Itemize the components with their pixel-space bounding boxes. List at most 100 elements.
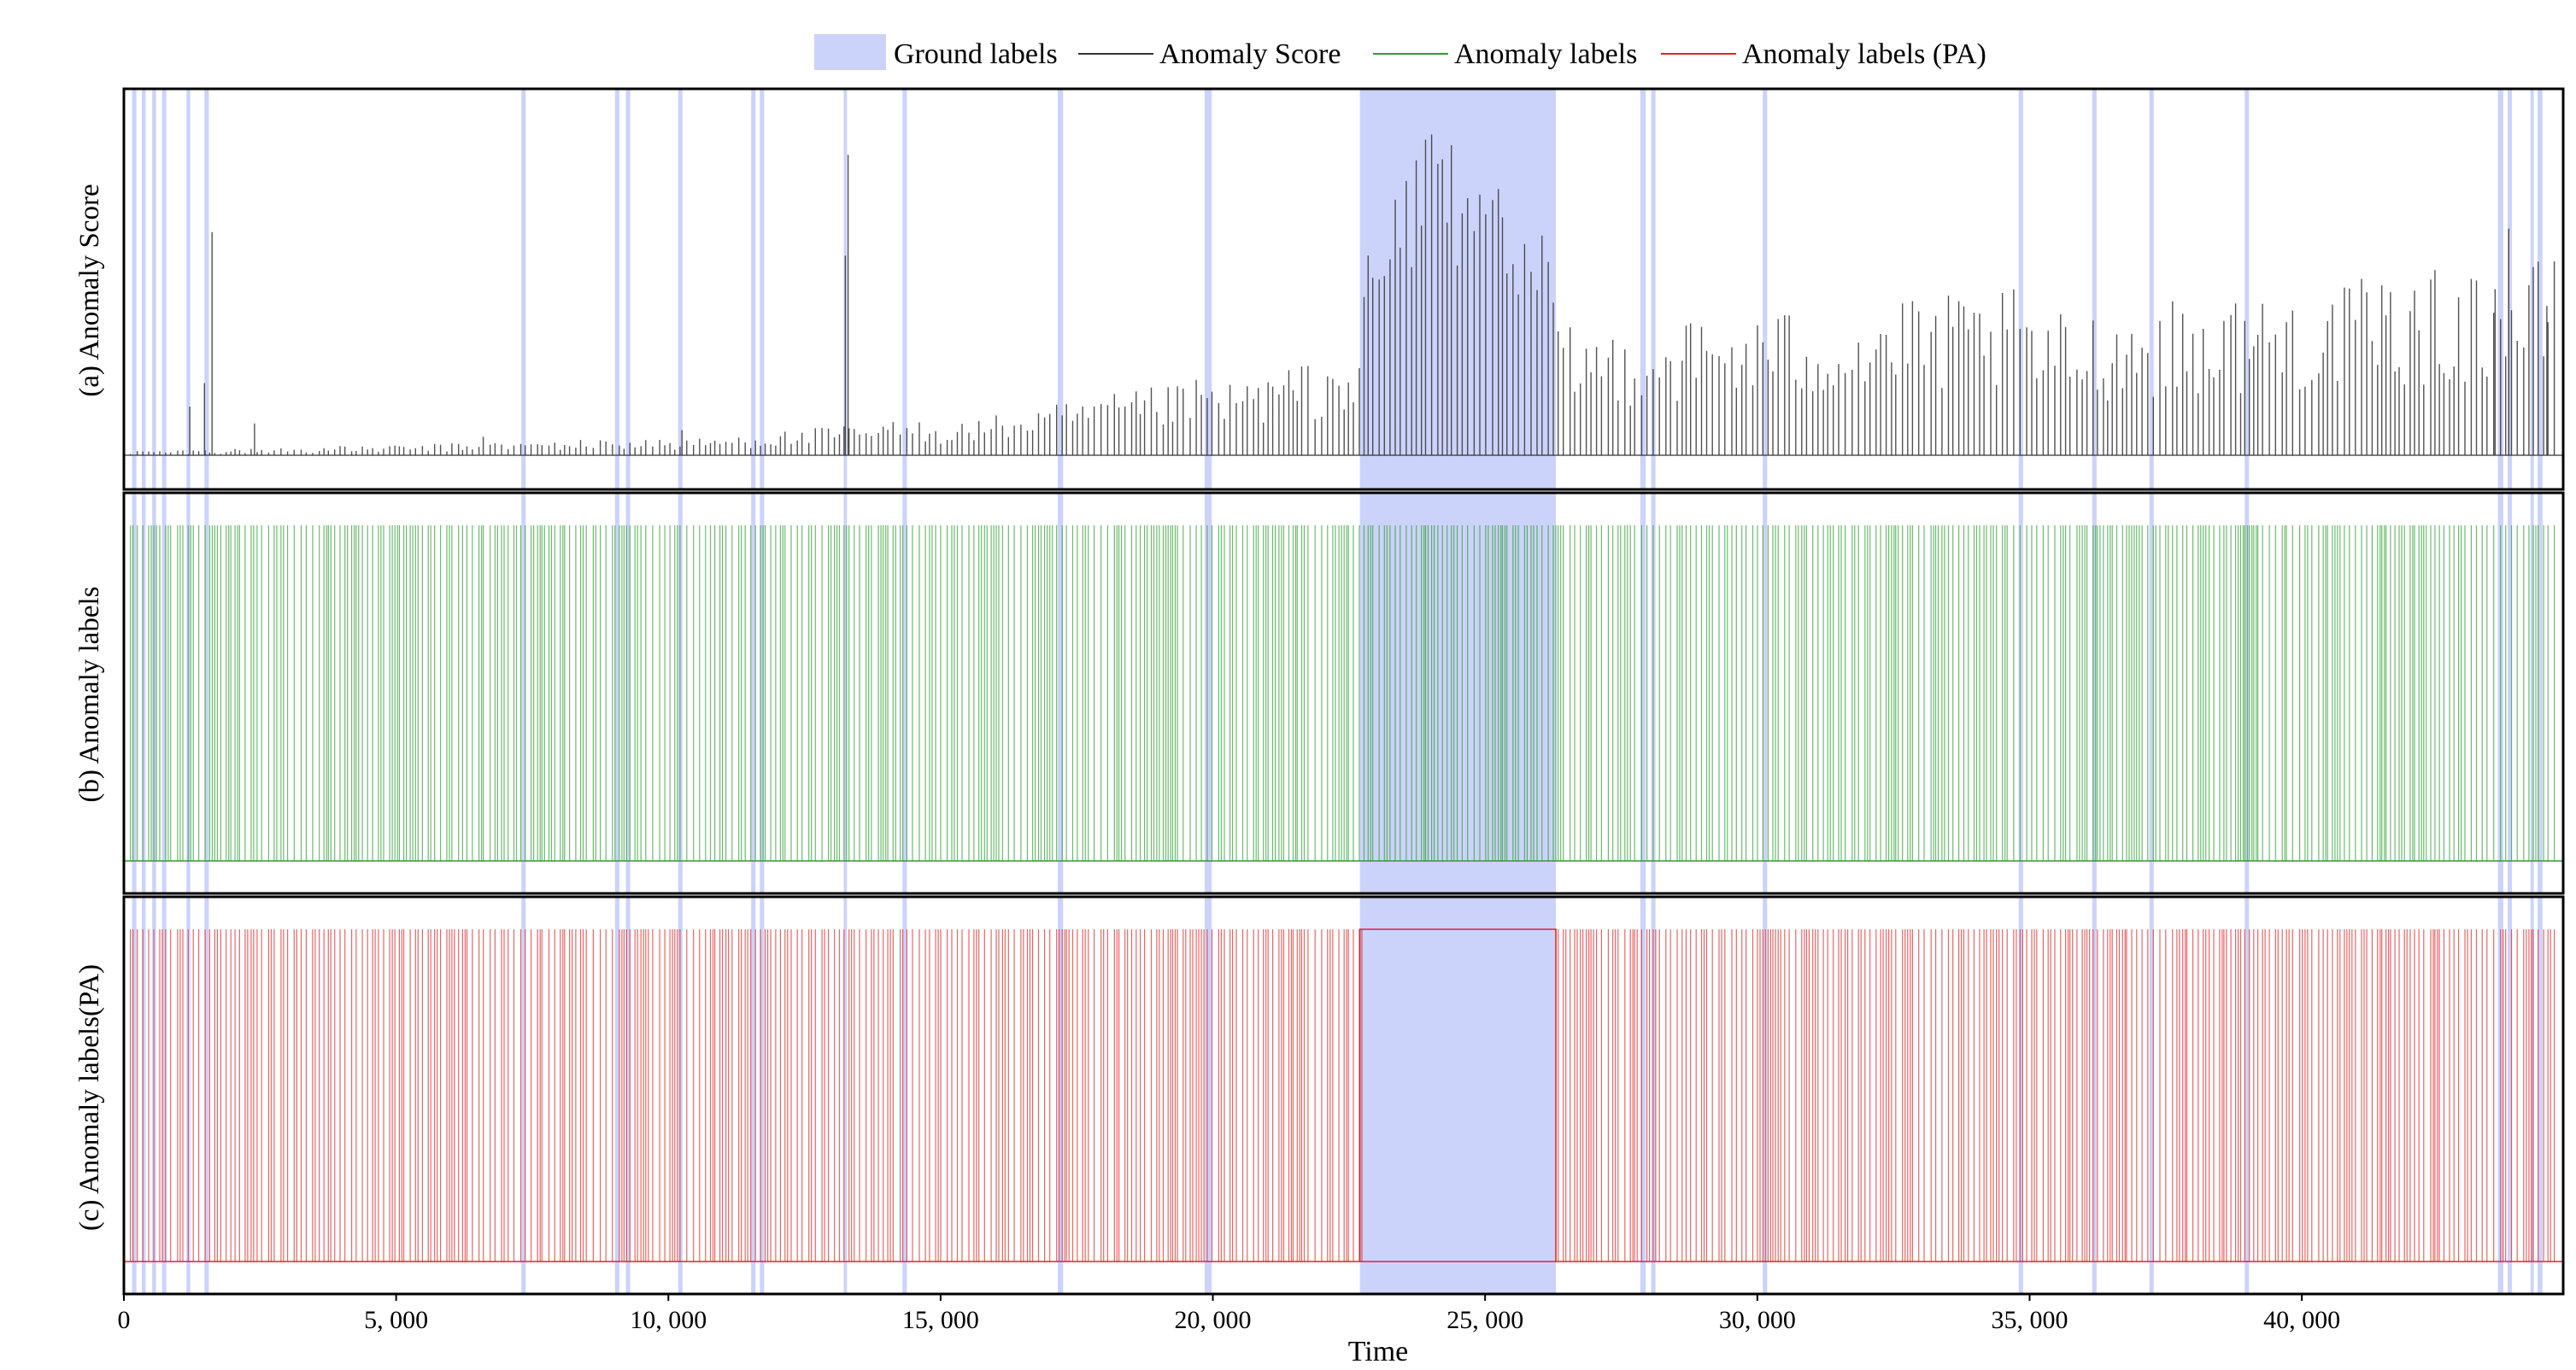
ground-label-region-11 (760, 493, 765, 893)
ground-label-region-27 (2538, 89, 2543, 489)
x-tick-label: 15, 000 (902, 1306, 979, 1334)
ground-label-region-10 (751, 493, 756, 893)
ground-label-region-22 (2149, 897, 2154, 1294)
ground-label-region-21 (2092, 493, 2097, 893)
ground-label-region-1 (142, 897, 146, 1294)
ground-label-region-7 (614, 493, 619, 893)
ground-label-region-22 (2149, 89, 2154, 489)
x-tick-label: 0 (118, 1306, 131, 1334)
x-tick-label: 40, 000 (2263, 1306, 2340, 1334)
ground-label-region-0 (132, 897, 137, 1294)
ground-label-region-16 (1359, 897, 1557, 1294)
ground-label-region-10 (751, 89, 756, 489)
score-series-line (129, 134, 2555, 455)
ground-label-region-12 (843, 897, 848, 1294)
ground-label-region-16 (1359, 493, 1557, 893)
ground-label-region-26 (2530, 897, 2534, 1294)
ground-label-region-20 (2018, 493, 2023, 893)
ground-label-region-5 (204, 493, 209, 893)
ground-label-region-8 (625, 897, 631, 1294)
ground-label-region-8 (625, 493, 631, 893)
x-tick-label: 30, 000 (1719, 1306, 1796, 1334)
ground-label-region-21 (2092, 89, 2097, 489)
ground-label-region-15 (1204, 897, 1212, 1294)
ground-label-region-24 (2497, 89, 2503, 489)
x-tick-label: 20, 000 (1175, 1306, 1252, 1334)
ground-label-region-9 (678, 89, 683, 489)
ground-label-region-3 (161, 493, 167, 893)
panel-frame-labels_pa (122, 895, 2565, 1296)
ground-label-region-15 (1204, 493, 1212, 893)
ground-label-region-3 (161, 897, 167, 1294)
ground-label-region-16 (1359, 89, 1557, 489)
ground-label-region-17 (1640, 89, 1646, 489)
ground-label-region-6 (521, 493, 526, 893)
ground-label-region-20 (2018, 897, 2023, 1294)
ground-label-region-8 (625, 89, 631, 489)
ground-label-region-0 (132, 493, 137, 893)
x-tick-label: 10, 000 (630, 1306, 707, 1334)
ground-label-region-23 (2244, 897, 2250, 1294)
ground-label-region-19 (1763, 89, 1768, 489)
ground-label-region-27 (2538, 897, 2543, 1294)
ground-label-region-14 (1057, 897, 1064, 1294)
ground-label-region-0 (132, 89, 137, 489)
ground-label-region-13 (902, 897, 907, 1294)
ground-label-region-7 (614, 897, 619, 1294)
legend: Ground labels Anomaly Score Anomaly labe… (814, 34, 1986, 70)
panel-anomaly-score (122, 87, 2565, 491)
panel-anomaly-labels-pa (122, 895, 2565, 1296)
x-axis-label: Time (1348, 1336, 1409, 1367)
ground-label-region-21 (2092, 897, 2097, 1294)
x-axis-ticks: 0 5, 000 10, 000 15, 000 20, 000 25, 000 30, 0… (118, 1294, 2340, 1334)
legend-label-ground-labels: Ground labels (894, 38, 1058, 70)
legend-label-anomaly-labels-pa: Anomaly labels (PA) (1742, 38, 1986, 70)
ground-label-region-14 (1057, 493, 1064, 893)
ground-label-region-2 (152, 89, 156, 489)
ground-label-region-25 (2507, 89, 2513, 489)
y-axis-label-anomaly-labels: (b) Anomaly labels (74, 587, 105, 803)
ground-label-region-23 (2244, 89, 2250, 489)
ground-label-region-27 (2538, 493, 2543, 893)
y-axis-label-anomaly-score: (a) Anomaly Score (74, 184, 105, 396)
ground-label-region-17 (1640, 897, 1646, 1294)
ground-label-region-13 (902, 89, 907, 489)
ground-label-region-26 (2530, 89, 2534, 489)
panel-frame-labels (122, 491, 2565, 895)
ground-label-region-3 (161, 89, 167, 489)
ground-label-region-18 (1651, 89, 1656, 489)
ground-label-region-5 (204, 897, 209, 1294)
ground-label-region-25 (2507, 493, 2513, 893)
ground-label-region-19 (1763, 493, 1768, 893)
x-tick-label: 5, 000 (364, 1306, 428, 1334)
panel-frame-score (122, 87, 2565, 491)
labels_pa-series-line (130, 929, 2555, 1262)
ground-label-region-6 (521, 897, 526, 1294)
ground-label-region-11 (760, 897, 765, 1294)
legend-swatch-ground-labels (814, 34, 886, 70)
ground-label-region-7 (614, 89, 619, 489)
ground-label-region-11 (760, 89, 765, 489)
ground-label-region-17 (1640, 493, 1646, 893)
legend-label-anomaly-score: Anomaly Score (1159, 38, 1341, 70)
ground-label-region-14 (1057, 89, 1064, 489)
ground-label-region-4 (186, 89, 191, 489)
ground-label-region-12 (843, 493, 848, 893)
legend-label-anomaly-labels: Anomaly labels (1454, 38, 1637, 70)
ground-label-region-10 (751, 897, 756, 1294)
x-tick-label: 35, 000 (1991, 1306, 2068, 1334)
pa-filled-interval-line (1358, 928, 1557, 1262)
labels-series-line (130, 525, 2555, 861)
ground-label-region-6 (521, 89, 526, 489)
ground-label-region-22 (2149, 493, 2154, 893)
ground-label-region-26 (2530, 493, 2534, 893)
panel-anomaly-labels (122, 491, 2565, 895)
ground-label-region-1 (142, 89, 146, 489)
x-tick-label: 25, 000 (1446, 1306, 1523, 1334)
ground-label-region-15 (1204, 89, 1212, 489)
ground-label-region-25 (2507, 897, 2513, 1294)
ground-label-region-5 (204, 89, 209, 489)
ground-label-region-20 (2018, 89, 2023, 489)
ground-label-region-13 (902, 493, 907, 893)
